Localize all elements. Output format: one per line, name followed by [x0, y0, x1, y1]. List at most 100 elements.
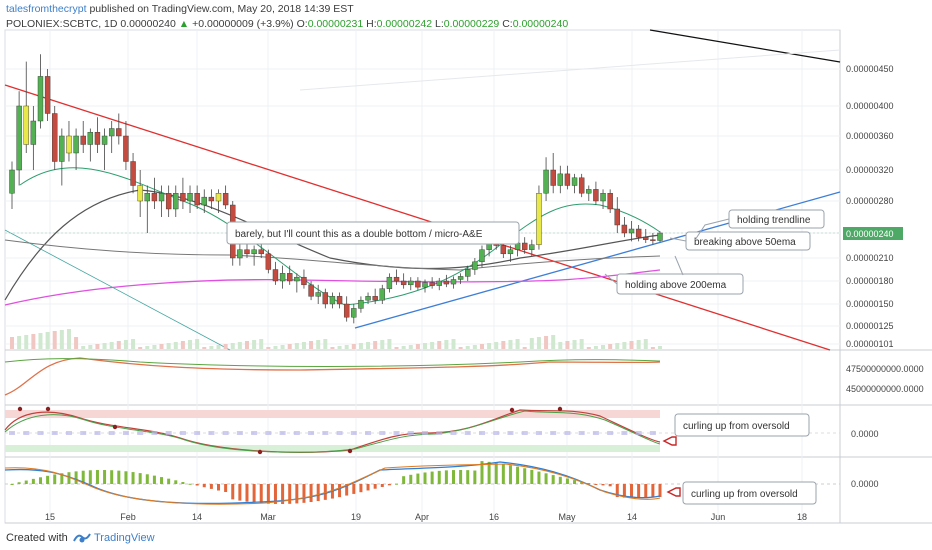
candle-body [365, 296, 371, 301]
macd-histogram-bar [573, 480, 577, 484]
panel2-histogram-bar [564, 431, 571, 435]
candle-body [536, 193, 542, 245]
volume-bar [366, 342, 371, 349]
macd-histogram-bar [138, 473, 142, 484]
volume-bar [643, 339, 648, 349]
candle-body [650, 239, 656, 241]
up-arrow-icon: ▲ [178, 18, 190, 30]
author-link[interactable]: talesfromthecrypt [6, 3, 87, 15]
volume-bar [423, 343, 428, 349]
signal-line [4, 463, 661, 505]
macd-histogram-bar [459, 470, 463, 484]
candle-body [294, 276, 300, 282]
volume-bar [45, 332, 50, 349]
volume-bar [608, 344, 613, 349]
volume-bar [415, 344, 420, 349]
panel2-histogram-bar [23, 431, 30, 435]
macd-histogram-bar [544, 473, 548, 484]
macd-histogram-bar [637, 484, 641, 498]
volume-bar [401, 346, 406, 349]
panel2-histogram-bar [236, 431, 243, 435]
panel2-histogram-bar [592, 431, 599, 435]
volume-bar [650, 347, 655, 349]
candle-body [450, 279, 457, 285]
low-value: 0.00000229 [443, 18, 500, 30]
candle-body [465, 269, 471, 277]
volume-bar [280, 345, 285, 349]
macd-histogram-bar [67, 472, 71, 484]
panel2-histogram-bar [493, 431, 500, 435]
volume-bar [629, 341, 634, 349]
teal-diagonal [4, 229, 231, 351]
cross-marker [112, 424, 118, 430]
volume-bar [138, 347, 143, 349]
panel2-histogram-bar [550, 431, 557, 435]
annotation-box [682, 481, 817, 505]
tradingview-brand-link[interactable]: TradingView [94, 532, 155, 544]
volume-bar [337, 346, 342, 349]
candle-body [315, 292, 321, 297]
candle-body [635, 228, 642, 238]
chart-canvas[interactable]: 47500000000.0000 45000000000.0000 0.0000 0.… [0, 0, 932, 528]
panel3-tick-label: 0.0000 [851, 479, 879, 489]
macd-histogram-bar [416, 473, 420, 484]
macd-histogram-bar [202, 484, 206, 488]
candle-body [87, 132, 94, 145]
panel2-histogram-bar [521, 431, 528, 435]
created-with-label: Created with [6, 532, 68, 544]
candle-body [600, 193, 606, 202]
panel2-histogram-bar [422, 431, 429, 435]
price-axis: 0.00000450 0.00000400 0.00000360 0.00000320… [843, 64, 903, 349]
volume-bar [24, 335, 29, 349]
volume-bar [394, 347, 399, 349]
candle-body [607, 193, 613, 210]
symbol-line: POLONIEX:SCBTC, 1D 0.00000240 ▲ +0.00000… [6, 18, 568, 30]
macd-histogram-bar [188, 483, 192, 485]
macd-histogram-bar [309, 484, 313, 503]
volume-bar [658, 346, 662, 349]
candle-body [457, 276, 464, 280]
volume-bar [437, 341, 442, 349]
volume-bar [622, 342, 627, 349]
volume-bar [615, 343, 620, 349]
annotation-connector [669, 237, 687, 242]
macd-histogram-bar [409, 474, 413, 484]
macd-histogram-bar [587, 483, 591, 485]
candles [9, 54, 663, 349]
candle-body [222, 193, 229, 206]
open-label: O: [296, 18, 308, 30]
candle-body [59, 135, 65, 162]
macd-histogram-bar [167, 478, 171, 484]
candle-body [351, 308, 357, 318]
candle-body [386, 276, 393, 289]
panel2-histogram-bar [293, 431, 300, 435]
macd-histogram-bar [537, 471, 541, 484]
volume-bar [102, 343, 107, 349]
macd-histogram-bar [594, 484, 598, 485]
candle-body [372, 296, 378, 301]
macd-histogram-bar [103, 470, 107, 484]
candle-body [358, 299, 364, 309]
candle-body [123, 135, 129, 162]
volume-bar [31, 334, 36, 349]
panel2-histogram-bar [51, 431, 58, 435]
macd-histogram-bar [523, 468, 527, 484]
annotation-text: curling up from oversold [691, 489, 798, 500]
macd-histogram-bar [181, 482, 185, 484]
volume-bar [387, 339, 392, 349]
macd-histogram-bar [273, 484, 277, 504]
macd-histogram-bar [494, 462, 498, 484]
stoch-k-line [4, 409, 661, 453]
volume-bar [593, 346, 598, 349]
volume-bar [180, 341, 185, 349]
macd-histogram-bar [516, 466, 520, 484]
macd-histogram-bar [60, 473, 64, 484]
volume-bar [237, 342, 242, 349]
close-label: C: [502, 18, 513, 30]
macd-histogram-bar [402, 476, 406, 484]
candle-body [187, 193, 193, 202]
pointing-hand-icon [666, 487, 681, 497]
cross-marker [347, 448, 353, 454]
tradingview-logo-icon [73, 533, 91, 543]
volume-bar [88, 345, 93, 349]
